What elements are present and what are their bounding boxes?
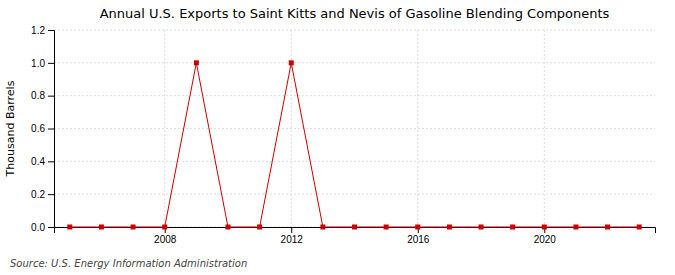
tick: 2012 — [281, 227, 304, 245]
tick-mark — [48, 63, 54, 64]
grid — [54, 30, 655, 227]
marker — [637, 225, 642, 230]
title: Annual U.S. Exports to Saint Kitts and N… — [100, 6, 610, 21]
marker — [510, 225, 515, 230]
line — [70, 63, 639, 227]
x-axis: 2008 2012 2016 2020 — [55, 227, 656, 245]
tick: 2008 — [154, 227, 177, 245]
tick: 0.2 — [31, 189, 54, 200]
marker — [605, 225, 610, 230]
marker — [99, 225, 104, 230]
tick-label: 2016 — [407, 234, 430, 245]
grid-line — [164, 30, 165, 227]
grid-line — [54, 62, 655, 63]
marker — [320, 225, 325, 230]
marker — [225, 225, 230, 230]
y-axis-title: Thousand Barrels — [4, 80, 17, 177]
grid-line — [291, 30, 292, 227]
marker — [415, 225, 420, 230]
tick-label: 1.2 — [31, 25, 45, 36]
series — [67, 60, 641, 229]
annotation: Source: U.S. Energy Information Administ… — [10, 258, 247, 269]
grid-line — [54, 30, 655, 31]
marker — [352, 225, 357, 230]
tick-label: 0.8 — [31, 90, 45, 101]
tick-mark — [48, 194, 54, 195]
tick-label: 0.4 — [31, 156, 45, 167]
marker — [384, 225, 389, 230]
marker — [257, 225, 262, 230]
tick-mark — [48, 227, 54, 228]
marker — [447, 225, 452, 230]
tick-label: 0.6 — [31, 123, 45, 134]
tick: 0.0 — [31, 222, 54, 233]
chart: 2008 2012 2016 2020 0.0 0.2 0.4 0.6 0.8 1.0 1.2 Ann… — [0, 0, 675, 275]
grid-line — [54, 161, 655, 162]
grid-line — [54, 95, 655, 96]
tick: 0.8 — [31, 90, 54, 101]
plot: 2008 2012 2016 2020 0.0 0.2 0.4 0.6 0.8 1.0 1.2 — [31, 25, 655, 245]
grid-line — [544, 30, 545, 227]
tick: 2020 — [534, 227, 557, 245]
tick: 0.6 — [31, 123, 54, 134]
tick-label: 1.0 — [31, 58, 45, 69]
marker — [131, 225, 136, 230]
tick-label: 2020 — [534, 234, 557, 245]
marker — [162, 225, 167, 230]
y-axis: 0.0 0.2 0.4 0.6 0.8 1.0 1.2 — [31, 25, 54, 233]
marker — [289, 60, 294, 65]
tick-label: 2008 — [154, 234, 177, 245]
grid-line — [54, 128, 655, 129]
tick-mark — [48, 30, 54, 31]
tick-label: 2012 — [281, 234, 304, 245]
tick: 1.0 — [31, 58, 54, 69]
marker — [67, 225, 72, 230]
marker — [479, 225, 484, 230]
tick-mark — [48, 96, 54, 97]
tick-mark — [291, 227, 292, 233]
grid-line — [54, 194, 655, 195]
tick: 2016 — [407, 227, 430, 245]
grid-line — [417, 30, 418, 227]
tick-mark — [48, 161, 54, 162]
tick: 1.2 — [31, 25, 54, 36]
tick-label: 0.2 — [31, 189, 45, 200]
marker — [573, 225, 578, 230]
tick-mark — [48, 129, 54, 130]
tick: 0.4 — [31, 156, 54, 167]
marker — [194, 60, 199, 65]
tick-label: 0.0 — [31, 222, 45, 233]
axis-line — [48, 31, 55, 228]
marker — [542, 225, 547, 230]
